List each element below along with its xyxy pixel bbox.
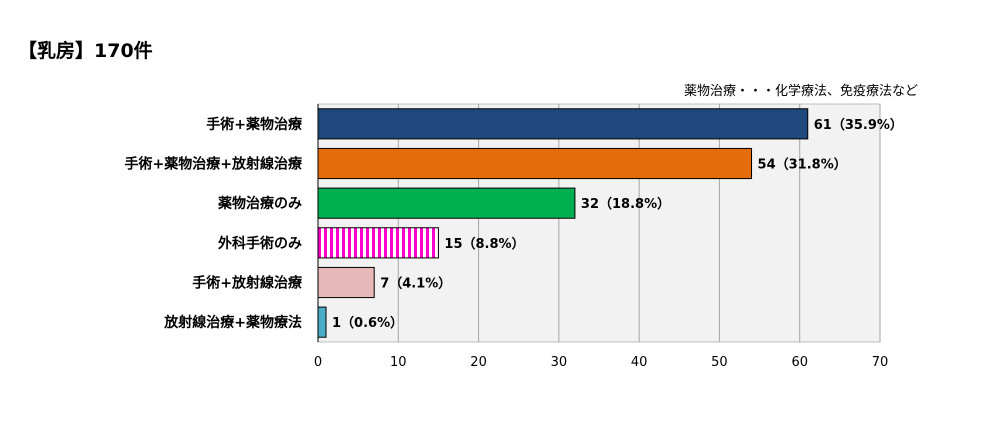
x-tick-label: 60 xyxy=(791,355,808,370)
bar xyxy=(317,147,753,180)
data-label: 7（4.1%） xyxy=(380,276,451,292)
category-label: 手術+放射線治療 xyxy=(192,275,303,292)
data-label: 32（18.8%） xyxy=(581,196,670,212)
x-tick-label: 0 xyxy=(314,355,322,370)
data-label: 1（0.6%） xyxy=(332,315,403,331)
category-label: 手術+薬物治療 xyxy=(206,116,303,133)
x-tick-label: 40 xyxy=(631,355,648,370)
x-tick-label: 50 xyxy=(711,355,728,370)
chart-title: 【乳房】170件 xyxy=(18,40,153,62)
category-label: 薬物治療のみ xyxy=(218,195,302,212)
chart-note: 薬物治療・・・化学療法、免疫療法など xyxy=(683,84,918,99)
plot-area xyxy=(317,103,881,343)
x-tick-label: 20 xyxy=(470,355,487,370)
category-label: 手術+薬物治療+放射線治療 xyxy=(125,156,303,173)
x-tick-label: 70 xyxy=(872,355,889,370)
data-label: 15（8.8%） xyxy=(444,236,524,252)
bar xyxy=(317,187,576,219)
bar xyxy=(317,108,809,140)
bar xyxy=(317,306,327,338)
category-label: 放射線治療+薬物療法 xyxy=(163,314,302,331)
x-tick-label: 30 xyxy=(551,355,568,370)
category-label: 外科手術のみ xyxy=(218,235,302,252)
x-tick-label: 10 xyxy=(390,355,407,370)
bar xyxy=(317,227,439,259)
data-label: 61（35.9%） xyxy=(814,117,903,133)
bar xyxy=(317,266,375,299)
data-label: 54（31.8%） xyxy=(758,157,847,173)
